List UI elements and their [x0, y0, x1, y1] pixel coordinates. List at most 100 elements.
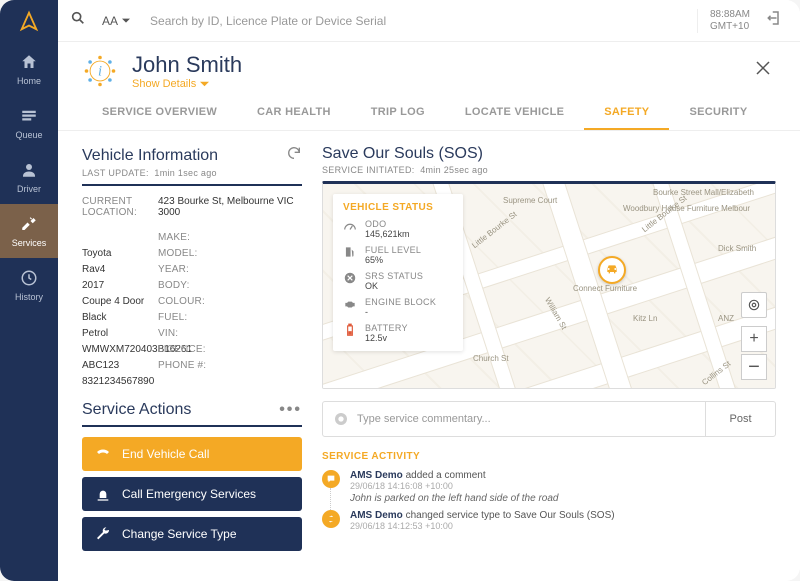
profile-name: John Smith — [132, 52, 242, 78]
service-actions-title: Service Actions — [82, 401, 191, 419]
tab-security[interactable]: SECURITY — [669, 96, 767, 130]
map[interactable]: Supreme Court Little Bourke St Little Bo… — [322, 181, 776, 389]
activity-comment-icon — [322, 470, 340, 488]
info-value: Coupe 4 Door — [82, 296, 152, 307]
info-value: 8321234567890 — [82, 376, 152, 387]
activity-item: AMS Demo added a comment 29/06/18 14:16:… — [322, 470, 776, 504]
tab-safety[interactable]: SAFETY — [584, 96, 669, 130]
clock: 88:88AM GMT+10 — [697, 9, 750, 33]
info-value: 423 Bourke St, Melbourne VIC 3000 — [158, 196, 302, 218]
map-controls: + − — [741, 292, 767, 380]
info-value: Black — [82, 312, 152, 323]
refresh-icon[interactable] — [286, 145, 302, 166]
activity-item: AMS Demo changed service type to Save Ou… — [322, 510, 776, 531]
nav-home[interactable]: Home — [0, 42, 58, 96]
map-label: Bourke Street Mall/Elizabeth — [653, 188, 754, 197]
zoom-in-button[interactable]: + — [741, 326, 767, 352]
action-label: End Vehicle Call — [122, 447, 209, 461]
nav-label: Services — [12, 238, 47, 248]
tabs: SERVICE OVERVIEW CAR HEALTH TRIP LOG LOC… — [58, 96, 800, 131]
vehicle-marker[interactable] — [598, 256, 626, 284]
vehicle-status-title: VEHICLE STATUS — [343, 202, 453, 213]
map-label: Kitz Ln — [633, 314, 657, 323]
map-label: Supreme Court — [503, 196, 557, 205]
nav-history[interactable]: History — [0, 258, 58, 312]
info-value: Petrol — [82, 328, 152, 339]
info-key: CURRENT LOCATION: — [82, 196, 152, 218]
info-value: WMWXM720403B16261 — [82, 344, 152, 355]
app-logo — [0, 0, 58, 42]
sos-subtitle: SERVICE INITIATED: 4min 25sec ago — [322, 165, 776, 175]
nav-driver[interactable]: Driver — [0, 150, 58, 204]
change-service-type-button[interactable]: Change Service Type — [82, 517, 302, 551]
info-key: COLOUR: — [158, 296, 302, 307]
profile-header: i John Smith Show Details — [58, 42, 800, 96]
history-icon — [19, 268, 39, 288]
nav-queue[interactable]: Queue — [0, 96, 58, 150]
action-label: Change Service Type — [122, 527, 237, 541]
map-label: Woodbury House Furniture Melbour — [623, 204, 750, 213]
font-toggle-label: AA — [102, 14, 118, 28]
info-key: MAKE: — [158, 232, 302, 243]
zoom-out-button[interactable]: − — [741, 354, 767, 380]
end-vehicle-call-button[interactable]: End Vehicle Call — [82, 437, 302, 471]
sos-title: Save Our Souls (SOS) — [322, 145, 776, 163]
phone-end-icon — [94, 446, 112, 462]
logout-icon[interactable] — [766, 9, 788, 32]
siren-icon — [94, 486, 112, 502]
nav-services[interactable]: Services — [0, 204, 58, 258]
commentary-placeholder: Type service commentary... — [357, 413, 491, 425]
font-size-toggle[interactable]: AA — [96, 12, 136, 30]
info-key: FUEL: — [158, 312, 302, 323]
info-key: VIN: — [158, 328, 302, 339]
commentary-input[interactable]: Type service commentary... — [323, 402, 705, 436]
info-key: PHONE #: — [158, 360, 302, 371]
info-value: ABC123 — [82, 360, 152, 371]
call-emergency-button[interactable]: Call Emergency Services — [82, 477, 302, 511]
tab-locate-vehicle[interactable]: LOCATE VEHICLE — [445, 96, 584, 130]
fuel-icon — [343, 245, 357, 264]
tab-trip-log[interactable]: TRIP LOG — [351, 96, 445, 130]
map-label: ANZ — [718, 314, 734, 323]
battery-icon — [343, 323, 357, 342]
vehicle-info-subtitle: LAST UPDATE: 1min 1sec ago — [82, 168, 302, 178]
svg-text:i: i — [98, 64, 102, 80]
commentary-bar: Type service commentary... Post — [322, 401, 776, 437]
odo-icon — [343, 219, 357, 238]
clock-time: 88:88AM — [710, 9, 750, 21]
nav-label: Driver — [17, 184, 41, 194]
show-details-link[interactable]: Show Details — [132, 78, 242, 90]
clock-timezone: GMT+10 — [710, 21, 750, 33]
post-button[interactable]: Post — [705, 402, 775, 436]
nav-label: Queue — [15, 130, 42, 140]
home-icon — [19, 52, 39, 72]
more-icon[interactable]: ••• — [279, 401, 302, 419]
vehicle-status-card: VEHICLE STATUS ODO145,621km FUEL LEVEL65… — [333, 194, 463, 351]
map-label: Dick Smith — [718, 244, 756, 253]
info-key: MODEL: — [158, 248, 302, 259]
nav-label: Home — [17, 76, 41, 86]
comment-icon — [333, 411, 349, 427]
vehicle-info-title: Vehicle Information — [82, 145, 302, 166]
info-value: Rav4 — [82, 264, 152, 275]
queue-icon — [19, 106, 39, 126]
wrench-icon — [94, 526, 112, 542]
sidebar: Home Queue Driver Services History — [0, 0, 58, 581]
action-label: Call Emergency Services — [122, 487, 256, 501]
tab-car-health[interactable]: CAR HEALTH — [237, 96, 351, 130]
car-icon — [604, 260, 620, 281]
driver-icon — [19, 160, 39, 180]
srs-icon — [343, 271, 357, 290]
locate-me-button[interactable] — [741, 292, 767, 318]
map-label: Church St — [473, 354, 509, 363]
info-value: 2017 — [82, 280, 152, 291]
engine-icon — [343, 297, 357, 316]
map-label: Connect Furniture — [573, 284, 637, 293]
chevron-down-icon — [200, 80, 209, 89]
chevron-down-icon — [122, 17, 130, 25]
info-key: YEAR: — [158, 264, 302, 275]
close-icon[interactable] — [750, 55, 776, 87]
tab-service-overview[interactable]: SERVICE OVERVIEW — [82, 96, 237, 130]
search-input[interactable] — [146, 10, 687, 32]
search-icon[interactable] — [70, 10, 86, 31]
